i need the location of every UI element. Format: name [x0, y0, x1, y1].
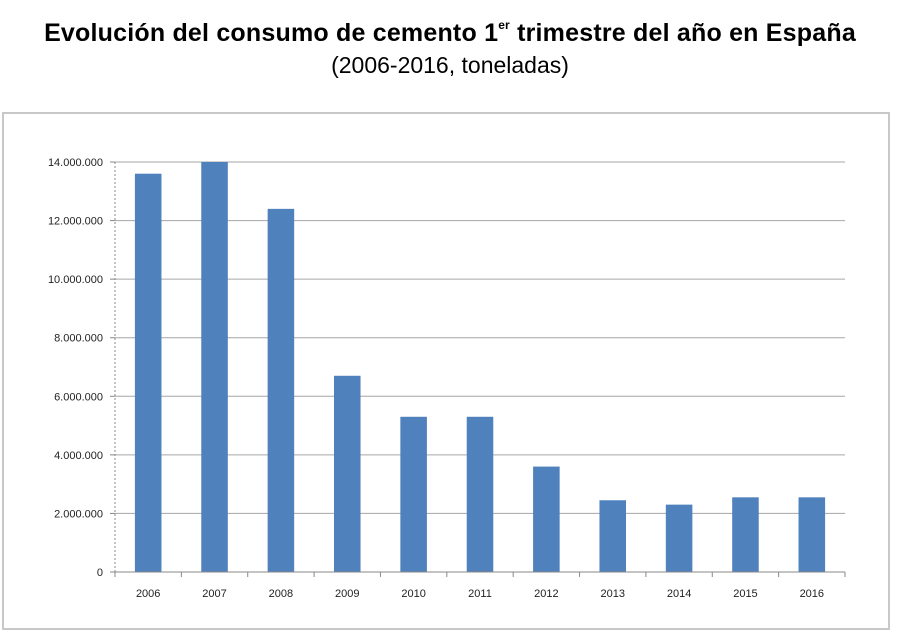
- x-tick-label: 2010: [401, 588, 425, 600]
- y-axis-tick-labels: 0 2.000.000 4.000.000 6.000.000 8.000.000 10.…: [48, 157, 103, 579]
- x-tick-label: 2006: [136, 588, 160, 600]
- x-tick-label: 2007: [202, 588, 226, 600]
- x-tick-label: 2008: [269, 588, 293, 600]
- x-tick-label: 2016: [800, 588, 824, 600]
- x-axis-tick-labels: 2006 2007 2008 2009 2010 2011 2012 2013 2014 2015…: [114, 572, 846, 600]
- bar-2014: [665, 504, 693, 572]
- title-rest: trimestre del año en España: [509, 19, 856, 47]
- bar-2015: [732, 497, 759, 572]
- bar-2008: [267, 208, 295, 572]
- y-tick-label: 14.000.000: [48, 157, 103, 169]
- y-tick-label: 12.000.000: [48, 216, 103, 228]
- x-tick-label: 2015: [733, 588, 757, 600]
- bar-2009: [334, 375, 361, 572]
- x-tick-label: 2012: [534, 588, 558, 600]
- y-tick-label: 2.000.000: [54, 508, 103, 520]
- y-tick-label: 10.000.000: [48, 274, 103, 286]
- x-tick-label: 2009: [335, 588, 359, 600]
- bar-2016: [798, 497, 826, 572]
- bar-2013: [599, 500, 626, 572]
- bar-2007: [201, 162, 228, 572]
- y-tick-label: 6.000.000: [54, 391, 103, 403]
- y-tick-label: 4.000.000: [54, 450, 103, 462]
- x-tick-label: 2014: [667, 588, 691, 600]
- bar-2011: [466, 416, 494, 572]
- chart-subtitle: (2006-2016, toneladas): [331, 52, 569, 78]
- title-main: Evolución del consumo de cemento 1: [44, 19, 499, 47]
- chart-title: Evolución del consumo de cemento 1er tri…: [0, 18, 900, 48]
- gridlines: [110, 161, 845, 573]
- y-tick-label: 0: [97, 567, 103, 579]
- x-tick-label: 2011: [468, 588, 492, 600]
- bar-2010: [400, 416, 427, 572]
- y-tick-label: 8.000.000: [54, 333, 103, 345]
- bar-2006: [134, 173, 162, 572]
- bars: [134, 162, 826, 572]
- title-superscript: er: [498, 18, 510, 32]
- x-tick-label: 2013: [600, 588, 624, 600]
- bar-2012: [533, 466, 560, 572]
